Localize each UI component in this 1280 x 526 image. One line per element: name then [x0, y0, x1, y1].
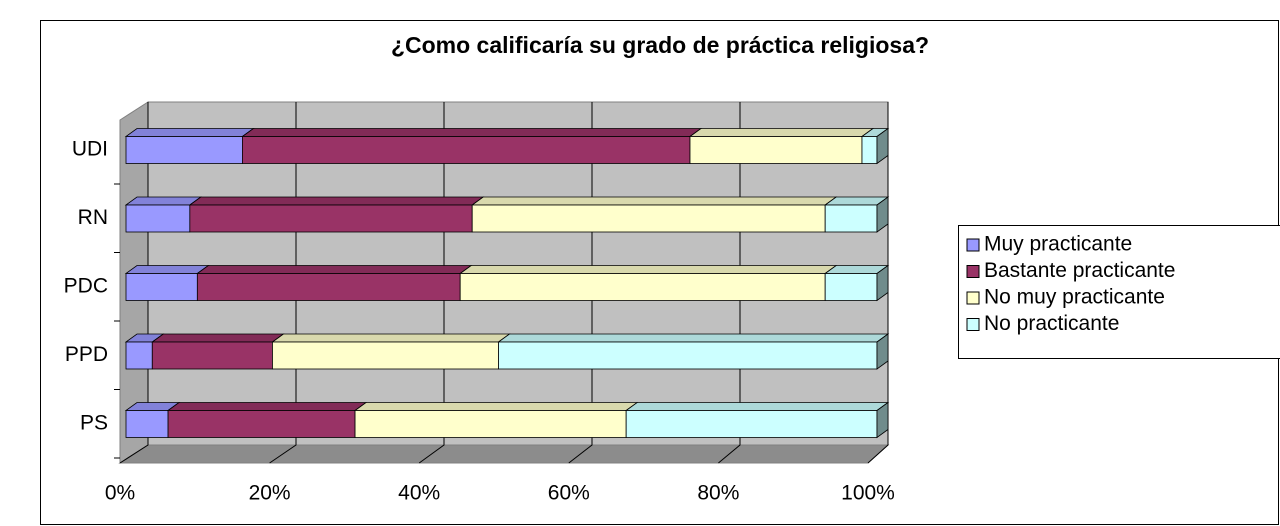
- bar-side: [876, 196, 889, 233]
- bar: [824, 273, 878, 301]
- bar: [354, 410, 627, 438]
- y-tick-label: PDC: [64, 275, 108, 298]
- x-tick-label: 80%: [697, 482, 739, 505]
- chart-title: ¿Como calificaría su grado de práctica r…: [391, 32, 929, 58]
- bar: [125, 273, 198, 301]
- bar-top: [497, 333, 890, 343]
- bar-top: [124, 196, 203, 206]
- bar: [125, 204, 191, 233]
- bar-side: [876, 333, 889, 370]
- bar-side: [876, 127, 889, 165]
- y-tick-label: RN: [78, 206, 108, 229]
- y-tick-label: PPD: [65, 343, 108, 366]
- legend-swatch: [966, 238, 980, 252]
- bar-top: [188, 196, 485, 206]
- bar: [189, 204, 473, 233]
- bar: [272, 341, 499, 370]
- bar-top: [688, 128, 875, 137]
- bar-top: [624, 402, 890, 411]
- bar: [125, 136, 243, 164]
- bar: [824, 204, 878, 233]
- bar: [689, 136, 863, 164]
- legend-swatch: [966, 291, 980, 305]
- bar: [151, 341, 273, 370]
- bar-top: [124, 128, 255, 137]
- bar: [242, 136, 691, 164]
- bar: [125, 341, 153, 370]
- legend-label: Muy practicante: [984, 233, 1132, 256]
- x-tick-label: 60%: [548, 482, 590, 505]
- bar-side: [876, 401, 889, 439]
- legend-swatch: [966, 318, 980, 331]
- bar: [167, 410, 356, 438]
- bar-top: [151, 333, 285, 343]
- legend: [958, 225, 1280, 359]
- bar-top: [241, 128, 703, 137]
- bar: [471, 204, 826, 233]
- legend-swatch: [966, 265, 980, 278]
- x-tick-label: 40%: [398, 482, 440, 505]
- y-tick-label: PS: [80, 412, 108, 435]
- bar: [196, 273, 461, 301]
- bar-top: [470, 196, 838, 206]
- y-tick-label: UDI: [72, 138, 108, 161]
- bar: [125, 410, 169, 438]
- bar: [861, 136, 878, 164]
- bar: [459, 273, 826, 301]
- bar-top: [124, 265, 210, 274]
- floor: [118, 444, 890, 464]
- bar-top: [353, 402, 639, 411]
- legend-label: No practicante: [984, 312, 1119, 335]
- bar-top: [196, 265, 473, 274]
- bar-top: [166, 402, 368, 411]
- x-tick-label: 0%: [105, 482, 135, 505]
- legend-label: No muy practicante: [984, 286, 1165, 309]
- x-tick-label: 100%: [841, 482, 895, 505]
- bar: [498, 341, 878, 370]
- bar-top: [271, 333, 511, 343]
- x-tick-label: 20%: [249, 482, 291, 505]
- bar-top: [458, 265, 838, 274]
- legend-label: Bastante practicante: [984, 259, 1175, 282]
- bar: [625, 410, 878, 438]
- bar-side: [876, 264, 889, 302]
